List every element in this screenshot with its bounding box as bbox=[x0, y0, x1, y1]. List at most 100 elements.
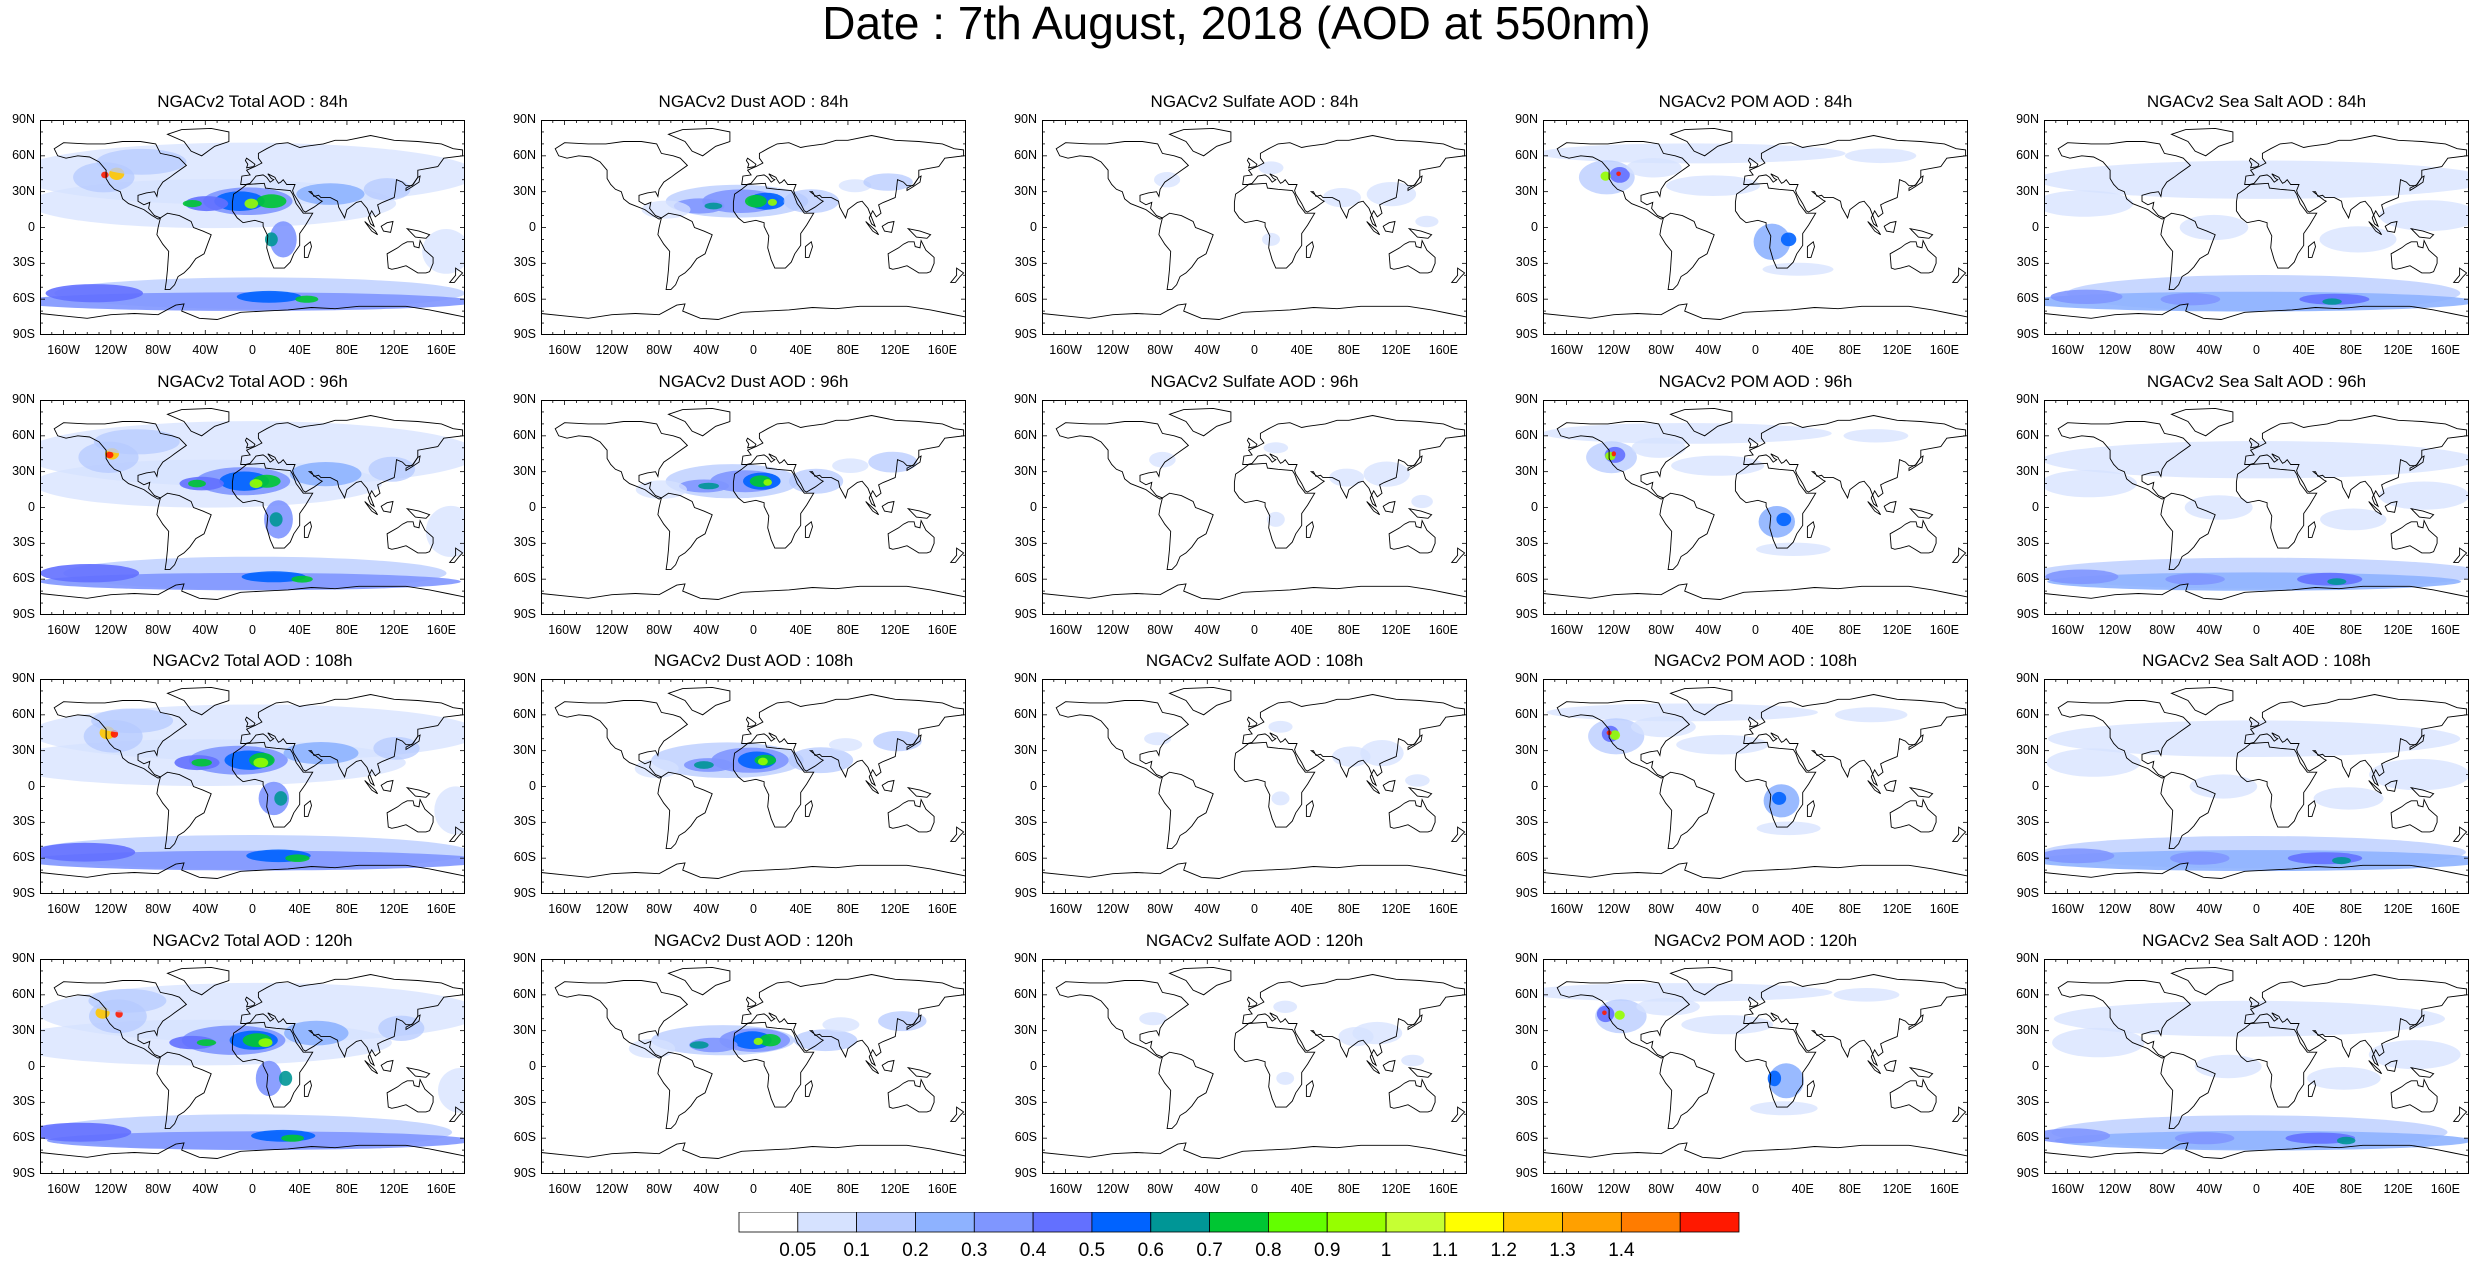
aod-plume bbox=[244, 198, 259, 209]
colorbar-box bbox=[1444, 1212, 1505, 1233]
aod-plume bbox=[1762, 262, 1834, 276]
aod-map-total bbox=[40, 400, 465, 615]
lon-label: 120E bbox=[379, 623, 409, 637]
lat-label: 90S bbox=[1014, 327, 1037, 341]
coastline-borneo bbox=[1883, 1059, 1897, 1072]
lon-label: 160W bbox=[1550, 1182, 1583, 1196]
lat-label: 30S bbox=[1515, 814, 1538, 829]
lat-label: 30S bbox=[1014, 255, 1037, 270]
lat-label: 0 bbox=[2032, 499, 2039, 514]
aod-plume bbox=[868, 451, 918, 473]
panel-title: NGACv2 Sulfate AOD : 120h bbox=[1145, 931, 1364, 950]
coastline-newzealand bbox=[448, 1106, 464, 1122]
lat-label: 60N bbox=[12, 986, 35, 1001]
lon-label: 120W bbox=[595, 1182, 629, 1196]
aod-plume bbox=[2368, 1040, 2461, 1070]
lon-label: 160E bbox=[927, 343, 957, 357]
lon-label: 80E bbox=[335, 1182, 359, 1196]
aod-plume bbox=[758, 757, 768, 766]
panel-title: NGACv2 Sulfate AOD : 96h bbox=[1150, 372, 1359, 391]
aod-map-sulfate bbox=[1042, 959, 1467, 1174]
coastline-australia bbox=[386, 798, 434, 833]
coastline-newguinea bbox=[405, 227, 431, 239]
coastline-madagascar bbox=[303, 241, 312, 258]
aod-plume bbox=[689, 1041, 709, 1049]
aod-plume bbox=[1843, 429, 1909, 443]
lat-label: 30S bbox=[1014, 1094, 1037, 1109]
aod-map-dust bbox=[541, 679, 966, 894]
lat-label: 30S bbox=[1515, 535, 1538, 550]
coastline-australia bbox=[2390, 1078, 2438, 1113]
coastline-newzealand bbox=[1450, 826, 1466, 842]
aod-plume bbox=[1611, 451, 1616, 457]
coastline-samerica bbox=[657, 1051, 713, 1130]
aod-plume bbox=[829, 738, 863, 752]
lat-label: 60S bbox=[12, 850, 35, 865]
coastline-antarctica bbox=[1042, 583, 1467, 600]
aod-plume bbox=[258, 1038, 273, 1047]
aod-plume bbox=[2044, 848, 2115, 864]
coastline-uk bbox=[745, 157, 757, 169]
lat-label: 0 bbox=[28, 499, 35, 514]
coastline-japan bbox=[405, 1014, 421, 1031]
aod-plume bbox=[91, 708, 174, 734]
coastline-newguinea bbox=[906, 786, 932, 798]
lon-label: 120W bbox=[2098, 1182, 2132, 1196]
colorbar-label: 0.3 bbox=[961, 1240, 987, 1261]
lon-label: 40W bbox=[1194, 343, 1221, 357]
aod-plume bbox=[2046, 748, 2141, 777]
coastline-uk bbox=[1747, 157, 1759, 169]
aod-plume bbox=[635, 480, 687, 499]
coastline-eurasia bbox=[1743, 415, 1967, 508]
coastline-newzealand bbox=[448, 826, 464, 842]
lat-label: 90N bbox=[513, 671, 536, 685]
lon-label: 120E bbox=[880, 623, 910, 637]
colorbar-label: 0.9 bbox=[1314, 1240, 1340, 1261]
aod-plume bbox=[256, 194, 287, 209]
coastline-borneo bbox=[1883, 779, 1897, 792]
coastline-greenland bbox=[1669, 407, 1733, 437]
aod-map-seasalt bbox=[2044, 959, 2469, 1174]
colorbar-label: 1.1 bbox=[1432, 1240, 1458, 1261]
coastline-eurasia bbox=[2244, 974, 2468, 1067]
lat-label: 90N bbox=[1515, 951, 1538, 965]
aod-map-dust bbox=[541, 400, 966, 615]
aod-plume bbox=[1609, 730, 1621, 740]
coastline-uk bbox=[2248, 716, 2260, 728]
lon-label: 0 bbox=[2253, 902, 2260, 916]
coastline-australia bbox=[887, 1078, 935, 1113]
aod-plume bbox=[2044, 850, 2469, 872]
coastline-japan bbox=[2409, 734, 2425, 751]
lon-label: 160W bbox=[1049, 343, 1082, 357]
lat-label: 30N bbox=[2016, 742, 2039, 757]
aod-plume bbox=[767, 198, 777, 206]
lon-label: 80E bbox=[335, 902, 359, 916]
lon-label: 80E bbox=[836, 1182, 860, 1196]
aod-plume bbox=[269, 512, 283, 527]
lat-label: 30S bbox=[12, 1094, 35, 1109]
lat-label: 0 bbox=[1030, 778, 1037, 793]
aod-plume bbox=[255, 1060, 283, 1097]
aod-plume bbox=[2054, 1130, 2469, 1151]
lon-label: 160E bbox=[1428, 1182, 1458, 1196]
lon-label: 40W bbox=[2196, 343, 2223, 357]
lat-label: 60N bbox=[513, 147, 536, 162]
coastline-namerica bbox=[2057, 421, 2192, 500]
coastline-greenland bbox=[1669, 966, 1733, 996]
coastline-newguinea bbox=[1908, 507, 1934, 519]
coastline-australia bbox=[1889, 239, 1937, 274]
lat-label: 60N bbox=[1515, 147, 1538, 162]
lon-label: 80W bbox=[2149, 1182, 2175, 1196]
coastline-samerica bbox=[1158, 1051, 1214, 1130]
aod-plume bbox=[1631, 716, 1696, 738]
panel-title: NGACv2 Dust AOD : 120h bbox=[653, 931, 854, 950]
colorbar-label: 0.7 bbox=[1196, 1240, 1222, 1261]
coastline-greenland bbox=[1669, 686, 1733, 716]
lat-label: 90S bbox=[1515, 886, 1538, 900]
lon-label: 80E bbox=[836, 902, 860, 916]
lat-label: 0 bbox=[2032, 219, 2039, 234]
lat-label: 0 bbox=[28, 1058, 35, 1073]
lat-label: 30N bbox=[1014, 183, 1037, 198]
coastline-uk bbox=[1747, 996, 1759, 1008]
aod-plume bbox=[1756, 821, 1821, 836]
